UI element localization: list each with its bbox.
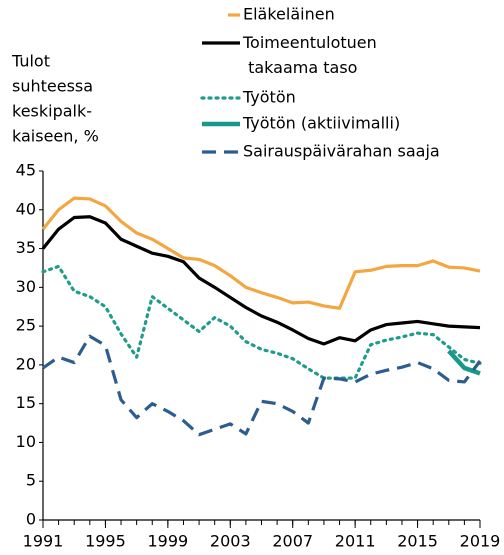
y-tick-label: 5: [26, 471, 36, 490]
legend-label: Sairauspäivärahan saaja: [243, 142, 440, 161]
x-tick-label: 2003: [210, 532, 251, 551]
y-axis-label: Tulot: [11, 52, 50, 71]
series-line: [447, 349, 481, 376]
x-tick-label: 1995: [85, 532, 126, 551]
x-tick-label: 2007: [272, 532, 313, 551]
y-tick-label: 0: [26, 510, 36, 529]
series-line: [41, 215, 481, 346]
y-tick-label: 40: [16, 199, 36, 218]
y-tick-label: 45: [16, 161, 36, 180]
y-tick-label: 10: [16, 432, 36, 451]
y-axis-label: keskipalk-: [12, 102, 92, 121]
legend-label: Eläkeläinen: [243, 5, 335, 24]
y-axis-label: kaiseen, %: [12, 127, 99, 146]
legend-label: Toimeentulotuen takaama taso: [242, 33, 377, 77]
x-tick-label: 2019: [460, 532, 501, 551]
series-line: [42, 334, 482, 437]
y-tick-label: 25: [16, 316, 36, 335]
x-tick-label: 1999: [147, 532, 188, 551]
y-axis-label: suhteessa: [12, 77, 93, 96]
legend-label: Työtön (aktiivimalli): [242, 114, 400, 133]
y-tick-label: 35: [16, 238, 36, 257]
y-tick-label: 20: [16, 354, 36, 373]
x-tick-label: 2015: [397, 532, 438, 551]
series-line: [41, 264, 482, 380]
x-tick-label: 2011: [335, 532, 376, 551]
x-tick-label: 1991: [23, 532, 64, 551]
series-line: [41, 196, 481, 310]
legend-label: Työtön: [242, 88, 296, 107]
y-tick-label: 15: [16, 393, 36, 412]
y-tick-label: 30: [16, 277, 36, 296]
